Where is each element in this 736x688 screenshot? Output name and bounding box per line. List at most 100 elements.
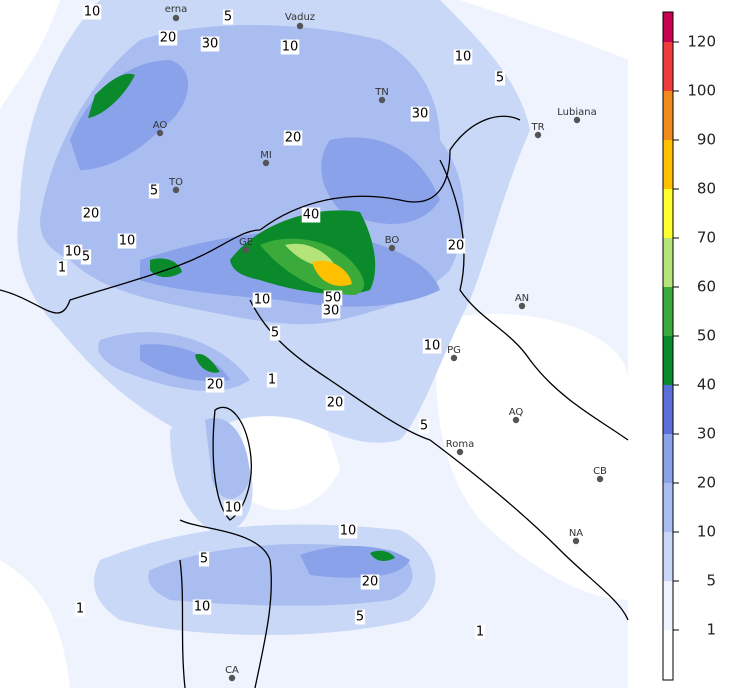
city-label: CB — [593, 466, 607, 477]
colorbar-swatch — [663, 385, 673, 434]
city-dot — [172, 186, 180, 194]
city-label: PG — [447, 345, 461, 356]
city-label: Vaduz — [285, 12, 315, 23]
contour-label: 20 — [327, 396, 344, 411]
contour-label: 1 — [76, 602, 84, 617]
city-label: TO — [168, 177, 183, 188]
contour-label-bg — [354, 609, 366, 625]
colorbar-swatch — [663, 434, 673, 483]
contour-label: 20 — [448, 239, 465, 254]
contour-label-bg — [301, 207, 321, 223]
contour-label: 5 — [200, 552, 208, 567]
colorbar-swatch — [663, 91, 673, 140]
field-80 — [312, 260, 352, 286]
colorbar-swatch — [663, 336, 673, 385]
city-dot — [518, 302, 526, 310]
city-dot — [156, 129, 164, 137]
contour-label: 10 — [65, 245, 82, 260]
city-dot — [388, 244, 396, 252]
city-label: NA — [569, 528, 583, 539]
contour-label-bg — [200, 36, 220, 52]
contour-label-bg — [422, 338, 442, 354]
contour-label-bg — [56, 260, 68, 276]
contour-label-bg — [410, 106, 430, 122]
contour-label: 5 — [224, 10, 232, 25]
colorbar-tick-label: 100 — [687, 82, 716, 100]
contour-label: 10 — [119, 234, 136, 249]
contour-label-bg — [323, 290, 343, 306]
city-label: GE — [239, 237, 253, 248]
colorbar-swatch — [663, 42, 673, 91]
city-dot — [242, 246, 250, 254]
contour-label-bg — [418, 418, 430, 434]
city-dot — [228, 674, 236, 682]
city-label: BO — [385, 235, 400, 246]
city-dot — [572, 537, 580, 545]
colorbar-tick-label: 1 — [706, 621, 716, 639]
contour-label: 20 — [285, 131, 302, 146]
colorbar-swatch — [663, 140, 673, 189]
contour-label: 10 — [84, 5, 101, 20]
contour-label: 5 — [271, 326, 279, 341]
colorbar: 1 5 10 20 30 40 50 60 70 80 90 100 120 — [662, 11, 716, 681]
contour-label: 1 — [58, 261, 66, 276]
contour-label-bg — [494, 70, 506, 86]
city-dot — [262, 159, 270, 167]
contour-label-bg — [80, 249, 92, 265]
city-dot — [172, 14, 180, 22]
city-dot — [596, 475, 604, 483]
city-dot — [450, 354, 458, 362]
colorbar-tick-label: 60 — [697, 278, 716, 296]
city-label: CA — [225, 665, 239, 676]
city-label: MI — [260, 150, 272, 161]
colorbar-swatch — [663, 12, 673, 42]
contour-label: 5 — [420, 419, 428, 434]
contour-label-bg — [74, 601, 86, 617]
contour-label: 10 — [194, 600, 211, 615]
island-line — [179, 406, 272, 688]
contour-label: 50 — [325, 291, 342, 306]
city-label: AO — [153, 120, 168, 131]
colorbar-tick-label: 90 — [697, 131, 716, 149]
contour-label: 10 — [340, 524, 357, 539]
colorbar-tick-label: 80 — [697, 180, 716, 198]
colorbar-swatch — [663, 238, 673, 287]
contour-label: 20 — [362, 575, 379, 590]
colorbar-swatch — [663, 287, 673, 336]
contour-label-bg — [453, 49, 473, 65]
colorbar-tick-label: 70 — [697, 229, 716, 247]
colorbar-frame — [662, 11, 674, 681]
contour-label: 30 — [202, 37, 219, 52]
contour-label: 5 — [150, 184, 158, 199]
colorbar-tick-label: 5 — [706, 572, 716, 590]
colorbar-tick-label: 10 — [697, 523, 716, 541]
colorbar-swatch — [663, 581, 673, 630]
field-20 — [70, 60, 440, 578]
border-line — [0, 115, 521, 314]
contour-label-bg — [222, 9, 234, 25]
coast-line — [249, 299, 629, 621]
contour-label: 20 — [83, 207, 100, 222]
contour-label: 20 — [160, 31, 177, 46]
colorbar-tick-label: 50 — [697, 327, 716, 345]
colorbar-tick-label: 30 — [697, 425, 716, 443]
colorbar-tick-label: 40 — [697, 376, 716, 394]
contour-label-bg — [82, 4, 102, 20]
contour-label-bg — [117, 233, 137, 249]
city-dot — [378, 96, 386, 104]
city-label: Lubiana — [557, 107, 596, 118]
borders — [0, 115, 629, 688]
city-label: erna — [165, 4, 188, 15]
contour-label: 5 — [82, 250, 90, 265]
contour-label: 5 — [356, 610, 364, 625]
city-dot — [456, 448, 464, 456]
contour-label: 1 — [268, 373, 276, 388]
contour-label-bg — [63, 244, 83, 260]
city-label: AN — [515, 293, 529, 304]
contour-label: 5 — [496, 71, 504, 86]
contour-label-bg — [269, 325, 281, 341]
city-dot — [573, 116, 581, 124]
contour-label: 10 — [225, 501, 242, 516]
